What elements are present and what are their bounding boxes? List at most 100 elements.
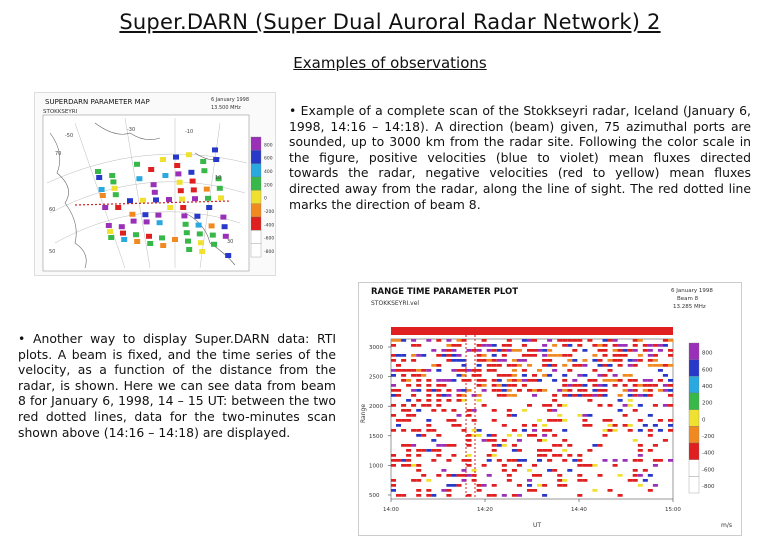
rti-cell	[446, 389, 452, 392]
rti-cell	[516, 439, 522, 442]
rti-cell	[602, 364, 608, 367]
rti-cell	[557, 389, 563, 392]
rti-cell	[456, 344, 462, 347]
rti-cell	[567, 344, 573, 347]
rti-cell	[446, 459, 452, 462]
rti-cell	[642, 389, 648, 392]
rti-cell	[411, 414, 417, 417]
rti-cell	[391, 429, 397, 432]
rti-cell	[411, 444, 417, 447]
rti-cell	[632, 479, 638, 482]
rti-cell	[552, 344, 558, 347]
rti-cell	[441, 349, 447, 352]
rti-cell	[436, 444, 442, 447]
scale-swatch	[688, 426, 700, 444]
rti-cell	[391, 354, 397, 357]
rti-cell	[471, 429, 477, 432]
rti-cell	[592, 394, 598, 397]
scan-cell	[213, 157, 220, 162]
rti-y-tick-label: 2000	[369, 404, 383, 410]
rti-cell	[562, 344, 568, 347]
rti-cell	[446, 419, 452, 422]
rti-cell	[496, 444, 502, 447]
rti-cell	[592, 384, 598, 387]
rti-cell	[406, 459, 412, 462]
rti-cell	[431, 364, 437, 367]
rti-cell	[537, 459, 543, 462]
rti-cell	[668, 389, 674, 392]
scale-swatch	[688, 376, 700, 394]
rti-cell	[476, 394, 482, 397]
rti-cell	[627, 374, 633, 377]
scan-cell	[105, 223, 112, 228]
rti-cell	[466, 464, 472, 467]
rti-cell	[466, 369, 472, 372]
rti-cell	[481, 389, 487, 392]
rti-cell	[411, 389, 417, 392]
rti-cell	[542, 364, 548, 367]
rti-y-tick-label: 1000	[369, 463, 383, 469]
rti-cell	[632, 469, 638, 472]
rti-cell	[486, 359, 492, 362]
rti-cell	[547, 469, 553, 472]
scale-label: 400	[264, 169, 273, 175]
rti-cell	[416, 449, 422, 452]
rti-cell	[451, 454, 457, 457]
rti-cell	[516, 349, 522, 352]
rti-cell	[532, 374, 538, 377]
rti-cell	[456, 339, 462, 342]
rti-cell	[662, 364, 668, 367]
rti-cell	[557, 339, 563, 342]
rti-cell	[552, 364, 558, 367]
scale-swatch	[688, 442, 700, 460]
rti-cell	[557, 444, 563, 447]
rti-cell	[537, 419, 543, 422]
rti-cell	[597, 359, 603, 362]
rti-cell	[572, 339, 578, 342]
scan-cell	[120, 230, 126, 236]
rti-cell	[486, 369, 492, 372]
scan-cell	[167, 205, 174, 210]
rti-cell	[521, 359, 527, 362]
rti-cell	[446, 484, 452, 487]
rti-cell	[506, 479, 512, 482]
rti-cell	[577, 384, 583, 387]
rti-cell	[607, 369, 613, 372]
rti-cell	[567, 369, 573, 372]
map-lon-label: 10	[215, 175, 221, 181]
rti-cell	[632, 364, 638, 367]
rti-cell	[521, 339, 527, 342]
rti-cell	[446, 379, 452, 382]
scale-swatch	[688, 409, 700, 427]
scan-cell	[196, 231, 203, 237]
rti-cell	[501, 444, 507, 447]
scan-cell	[198, 240, 204, 246]
rti-cell	[491, 454, 497, 457]
rti-cell	[391, 459, 397, 462]
rti-cell	[647, 434, 653, 437]
scan-cell	[188, 169, 195, 175]
scan-cell	[179, 196, 185, 202]
rti-cell	[411, 464, 417, 467]
rti-cell	[542, 344, 548, 347]
rti-cell	[532, 389, 538, 392]
rti-cell	[542, 354, 548, 357]
rti-cell	[416, 374, 422, 377]
rti-cell	[391, 339, 397, 342]
rti-cell	[612, 424, 618, 427]
rti-cell	[632, 344, 638, 347]
scan-cell	[182, 221, 189, 227]
scan-cell	[162, 173, 169, 178]
rti-cell	[496, 374, 502, 377]
rti-cell	[511, 359, 517, 362]
rti-cell	[627, 359, 633, 362]
rti-cell	[391, 344, 397, 347]
rti-cell	[552, 454, 558, 457]
rti-cell	[446, 339, 452, 342]
rti-cell	[446, 354, 452, 357]
rti-cell	[416, 369, 422, 372]
rti-cell	[431, 409, 437, 412]
rti-cell	[637, 394, 643, 397]
rti-cell	[572, 359, 578, 362]
scan-cell	[173, 154, 179, 160]
